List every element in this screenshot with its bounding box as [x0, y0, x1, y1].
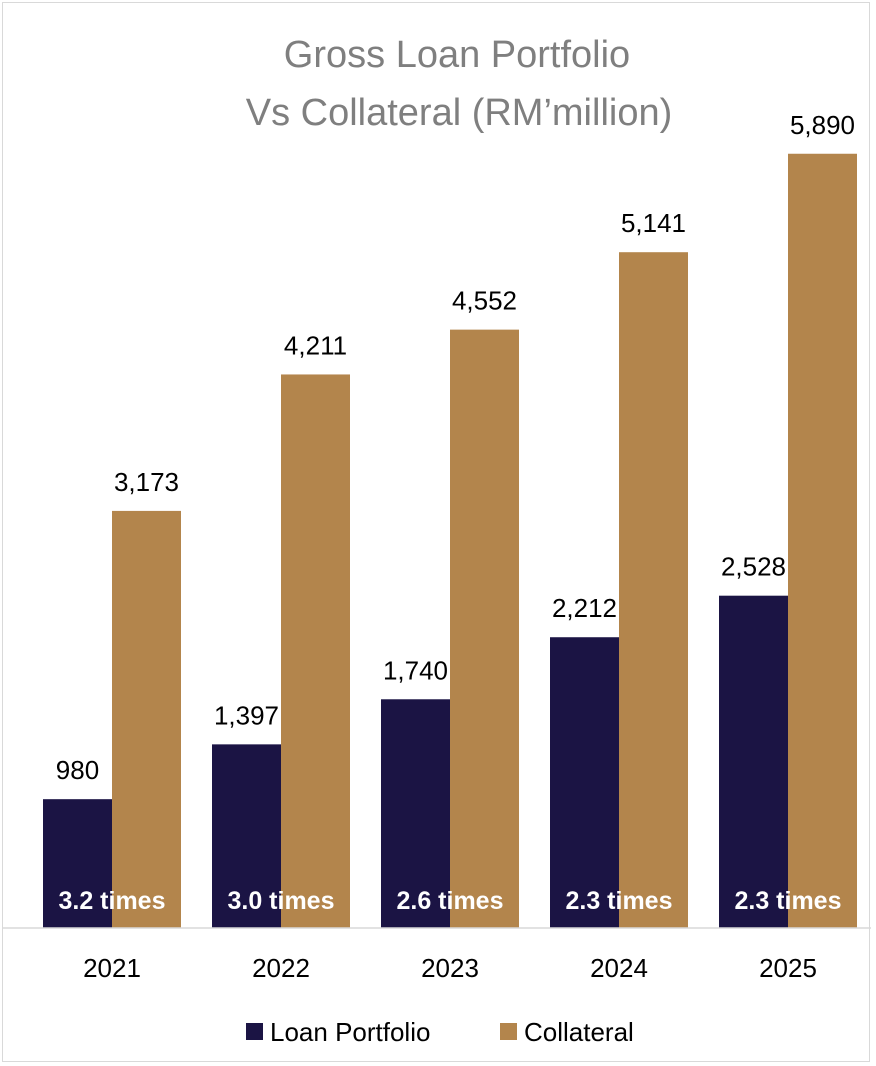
legend: Loan Portfolio Collateral — [246, 1017, 634, 1047]
x-tick-labels-group: 2021 2022 2023 2024 2025 — [83, 953, 817, 983]
legend-label-loan: Loan Portfolio — [270, 1017, 430, 1047]
value-label-collateral-2022: 4,211 — [284, 330, 347, 360]
legend-label-collateral: Collateral — [524, 1017, 634, 1047]
bar-collateral-2022 — [281, 374, 350, 928]
value-label-collateral-2023: 4,552 — [452, 286, 517, 316]
value-label-loan-2024: 2,212 — [552, 593, 617, 623]
ratio-label-2021: 3.2 times — [58, 887, 165, 915]
bar-collateral-2023 — [450, 329, 519, 928]
ratio-label-2025: 2.3 times — [734, 887, 841, 915]
x-tick-2025: 2025 — [759, 953, 817, 983]
bar-collateral-2021 — [112, 510, 181, 928]
bar-chart: Gross Loan Portfolio Vs Collateral (RM’m… — [3, 34, 871, 1047]
value-label-collateral-2021: 3,173 — [114, 467, 179, 497]
value-label-loan-2023: 1,740 — [383, 655, 448, 685]
ratio-label-2024: 2.3 times — [565, 887, 672, 915]
bar-loan-2024 — [550, 637, 619, 928]
ratio-label-2022: 3.0 times — [227, 887, 334, 915]
chart-title: Gross Loan Portfolio Vs Collateral (RM’m… — [246, 34, 673, 134]
bars-group — [43, 153, 857, 928]
legend-swatch-collateral — [500, 1023, 517, 1040]
bar-collateral-2024 — [619, 252, 688, 928]
value-label-loan-2021: 980 — [56, 755, 99, 785]
value-label-loan-2025: 2,528 — [721, 552, 786, 582]
chart-title-line-2: Vs Collateral (RM’million) — [246, 92, 673, 134]
x-tick-2023: 2023 — [421, 953, 479, 983]
x-tick-2022: 2022 — [252, 953, 310, 983]
bar-loan-2025 — [719, 595, 788, 928]
bar-loan-2021 — [43, 799, 112, 928]
bar-collateral-2025 — [788, 153, 857, 928]
bar-loan-2023 — [381, 699, 450, 928]
ratio-label-2023: 2.6 times — [396, 887, 503, 915]
x-tick-2021: 2021 — [83, 953, 141, 983]
bar-loan-2022 — [212, 744, 281, 928]
x-tick-2024: 2024 — [590, 953, 648, 983]
legend-swatch-loan — [246, 1023, 263, 1040]
value-label-loan-2022: 1,397 — [214, 700, 279, 730]
ratio-labels-group: 3.2 times 3.0 times 2.6 times 2.3 times 2.3 … — [58, 887, 841, 915]
value-label-collateral-2024: 5,141 — [621, 208, 686, 238]
chart-title-line-1: Gross Loan Portfolio — [284, 34, 630, 76]
value-labels-group: 980 3,173 1,397 4,211 1,740 4,552 2,212 5,141 2,… — [56, 110, 855, 785]
value-label-collateral-2025: 5,890 — [790, 110, 855, 140]
